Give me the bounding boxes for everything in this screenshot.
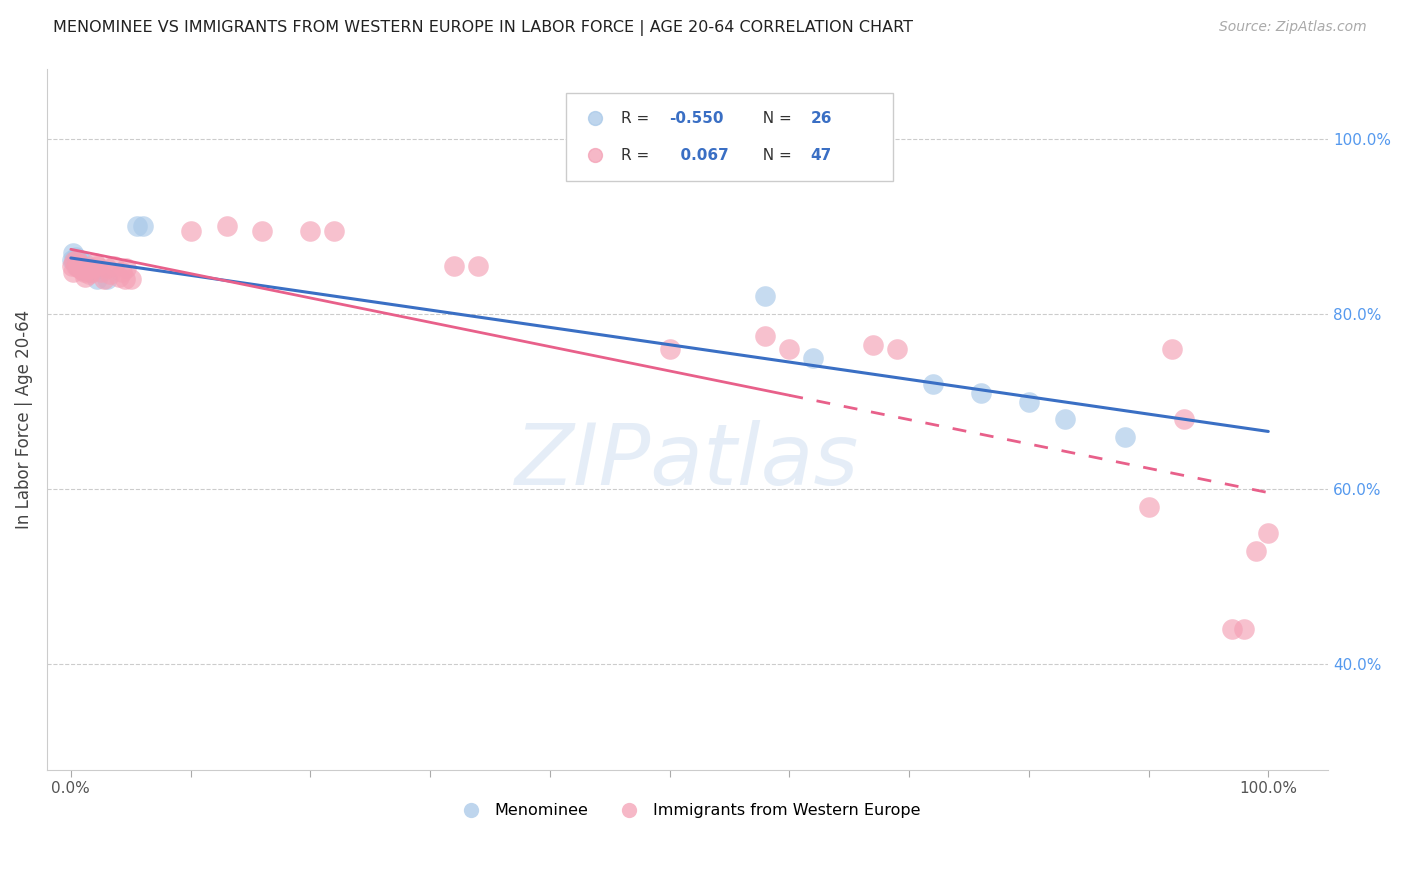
Point: [66, 259, 89, 273]
Text: 26: 26: [810, 111, 832, 126]
Point: [778, 342, 800, 356]
Point: [83, 256, 105, 270]
Point: [67, 256, 90, 270]
Point: [62, 265, 84, 279]
Point: [754, 289, 776, 303]
Point: [1173, 412, 1195, 426]
Point: [1114, 429, 1136, 443]
Point: [1053, 412, 1076, 426]
Point: [120, 272, 142, 286]
Point: [98, 268, 121, 282]
Point: [1137, 500, 1160, 514]
Point: [1246, 543, 1268, 558]
Point: [73, 256, 96, 270]
Point: [63, 254, 86, 268]
Point: [63, 254, 86, 268]
Point: [69, 252, 91, 267]
Point: [103, 259, 125, 273]
Point: [70, 258, 93, 272]
Point: [67, 261, 90, 276]
Point: [252, 224, 274, 238]
Point: [886, 342, 908, 356]
Point: [60, 259, 83, 273]
Point: [62, 245, 84, 260]
Point: [1233, 623, 1256, 637]
Text: N =: N =: [752, 111, 796, 126]
Point: [107, 270, 129, 285]
Point: [1161, 342, 1184, 356]
Point: [66, 256, 89, 270]
Text: N =: N =: [752, 148, 796, 163]
Text: -0.550: -0.550: [669, 111, 724, 126]
Text: 47: 47: [810, 148, 832, 163]
Point: [801, 351, 824, 365]
Point: [66, 252, 89, 267]
Point: [114, 272, 136, 286]
Point: [65, 259, 87, 273]
Point: [66, 254, 89, 268]
Point: [922, 377, 945, 392]
Text: R =: R =: [621, 148, 654, 163]
Point: [754, 328, 776, 343]
Point: [125, 219, 148, 234]
Point: [72, 263, 94, 277]
Point: [73, 265, 96, 279]
Text: 0.067: 0.067: [669, 148, 728, 163]
Point: [96, 261, 118, 276]
Point: [970, 385, 993, 400]
Point: [111, 265, 134, 279]
Point: [467, 259, 489, 273]
Point: [82, 265, 104, 279]
FancyBboxPatch shape: [565, 93, 893, 181]
Point: [93, 272, 115, 286]
Point: [658, 342, 681, 356]
Point: [75, 270, 97, 285]
Point: [299, 224, 322, 238]
Point: [115, 261, 138, 276]
Point: [82, 261, 104, 276]
Point: [75, 261, 97, 276]
Point: [1018, 394, 1040, 409]
Point: [86, 259, 108, 273]
Text: R =: R =: [621, 111, 654, 126]
Point: [65, 250, 87, 264]
Point: [70, 263, 93, 277]
Legend: Menominee, Immigrants from Western Europe: Menominee, Immigrants from Western Europ…: [449, 797, 927, 825]
Point: [79, 265, 101, 279]
Point: [215, 219, 238, 234]
Point: [323, 224, 346, 238]
Point: [96, 272, 118, 286]
Text: Source: ZipAtlas.com: Source: ZipAtlas.com: [1219, 20, 1367, 34]
Y-axis label: In Labor Force | Age 20-64: In Labor Force | Age 20-64: [15, 310, 32, 529]
Point: [1220, 623, 1243, 637]
Point: [76, 263, 98, 277]
Point: [180, 224, 202, 238]
Point: [60, 252, 83, 267]
Point: [86, 272, 108, 286]
Point: [75, 263, 97, 277]
Point: [443, 259, 465, 273]
Text: ZIPatlas: ZIPatlas: [516, 419, 859, 503]
Point: [131, 219, 153, 234]
Point: [862, 337, 884, 351]
Point: [90, 265, 112, 279]
Point: [79, 265, 101, 279]
Point: [77, 268, 100, 282]
Text: MENOMINEE VS IMMIGRANTS FROM WESTERN EUROPE IN LABOR FORCE | AGE 20-64 CORRELATI: MENOMINEE VS IMMIGRANTS FROM WESTERN EUR…: [53, 20, 914, 36]
Point: [69, 258, 91, 272]
Point: [1257, 526, 1279, 541]
Point: [72, 259, 94, 273]
